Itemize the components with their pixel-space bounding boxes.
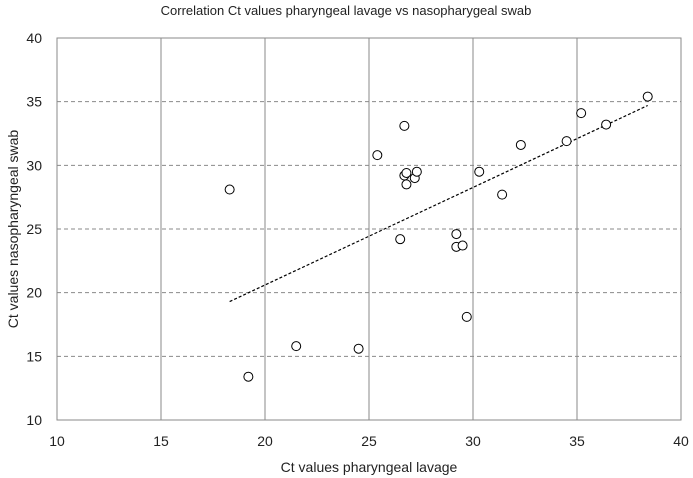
- tick-labels: 10 15 20 25 30 35 40 10 15 20 25 30 35 40: [26, 30, 689, 449]
- data-points: [224, 91, 653, 382]
- x-tick-label-0: 10: [49, 433, 65, 449]
- grid: [56, 37, 682, 421]
- y-tick-label-3: 25: [26, 221, 42, 237]
- y-tick-label-4: 30: [26, 157, 42, 173]
- trendline-group: [229, 104, 648, 303]
- x-tick-label-6: 40: [673, 433, 689, 449]
- y-tick-label-6: 40: [26, 30, 42, 46]
- data-point-3: [353, 343, 364, 354]
- data-point-12: [451, 229, 462, 240]
- data-point-19: [561, 136, 572, 147]
- data-point-11: [411, 166, 422, 177]
- data-point-5: [395, 234, 406, 245]
- x-tick-label-5: 35: [569, 433, 585, 449]
- x-tick-label-3: 25: [361, 433, 377, 449]
- x-axis-label: Ct values pharyngeal lavage: [281, 459, 458, 475]
- y-tick-label-2: 20: [26, 285, 42, 301]
- data-point-6: [399, 120, 410, 131]
- data-point-15: [461, 311, 472, 322]
- data-point-8: [401, 167, 412, 178]
- x-tick-label-2: 20: [257, 433, 273, 449]
- data-point-0: [224, 184, 235, 195]
- data-point-9: [401, 179, 412, 190]
- chart-title: Correlation Ct values pharyngeal lavage …: [161, 3, 532, 18]
- data-point-2: [291, 341, 302, 352]
- trendline: [229, 104, 648, 303]
- data-point-18: [515, 139, 526, 150]
- data-point-4: [372, 150, 383, 161]
- x-tick-label-1: 15: [153, 433, 169, 449]
- y-tick-label-5: 35: [26, 94, 42, 110]
- data-point-20: [576, 108, 587, 119]
- data-point-14: [457, 240, 468, 251]
- y-tick-label-0: 10: [26, 412, 42, 428]
- x-tick-label-4: 30: [465, 433, 481, 449]
- data-point-16: [474, 166, 485, 177]
- plot-frame: [56, 37, 682, 421]
- data-point-1: [243, 371, 254, 382]
- data-point-22: [642, 91, 653, 102]
- y-axis-label: Ct values nasopharyngeal swab: [5, 130, 21, 329]
- data-point-17: [497, 189, 508, 200]
- y-tick-label-1: 15: [26, 348, 42, 364]
- data-point-21: [601, 119, 612, 130]
